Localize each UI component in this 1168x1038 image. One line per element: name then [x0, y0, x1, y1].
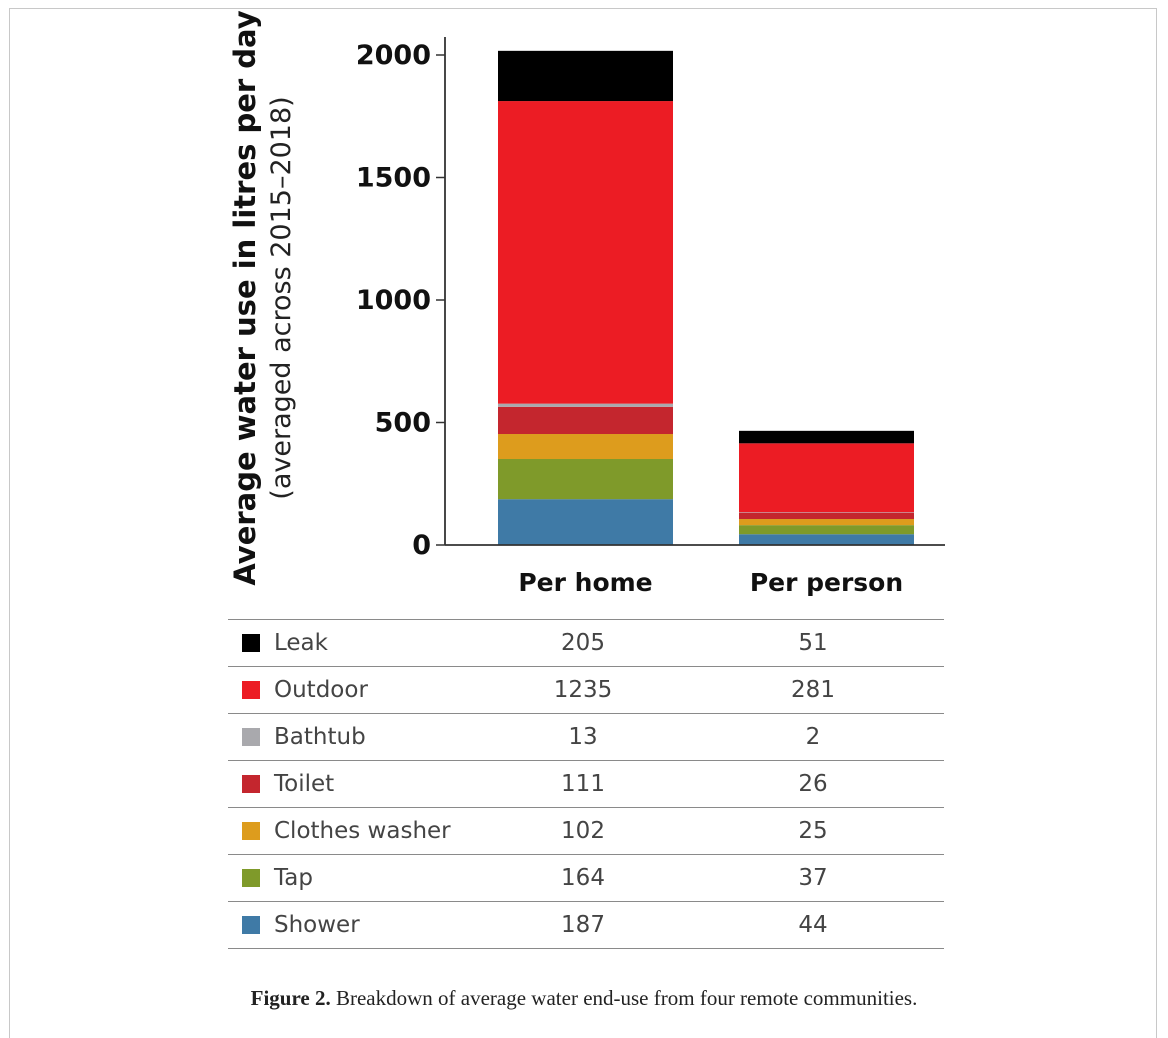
per-person-value: 51 — [748, 620, 878, 667]
series-name: Bathtub — [274, 724, 366, 750]
spacer-cell — [648, 761, 748, 808]
bar-segment-shower — [498, 499, 673, 545]
y-tick-label: 1000 — [356, 285, 431, 316]
per-person-value: 281 — [748, 667, 878, 714]
series-name: Toilet — [274, 771, 334, 797]
series-name: Tap — [274, 865, 313, 891]
x-tick-label: Per home — [518, 568, 652, 597]
legend-swatch — [242, 869, 260, 887]
bar-segment-leak — [739, 431, 914, 443]
legend-swatch — [242, 916, 260, 934]
caption-label: Figure 2. — [251, 986, 331, 1010]
series-name: Clothes washer — [274, 818, 451, 844]
legend-swatch — [242, 775, 260, 793]
trailing-cell — [878, 620, 944, 667]
series-name-cell: Shower — [228, 902, 518, 949]
per-home-value: 1235 — [518, 667, 648, 714]
series-name-cell: Leak — [228, 620, 518, 667]
spacer-cell — [648, 620, 748, 667]
per-person-value: 25 — [748, 808, 878, 855]
figure-caption: Figure 2. Breakdown of average water end… — [0, 986, 1168, 1011]
bar-segment-toilet — [739, 513, 914, 519]
per-home-value: 164 — [518, 855, 648, 902]
y-tick-label: 500 — [375, 408, 431, 439]
table-row: Leak 205 51 — [228, 620, 944, 667]
x-tick-label: Per person — [750, 568, 903, 597]
bars — [498, 51, 914, 545]
bar-segment-shower — [739, 534, 914, 545]
y-axis-label: Average water use in litres per day — [228, 10, 262, 585]
table-row: Bathtub 13 2 — [228, 714, 944, 761]
series-name-cell: Tap — [228, 855, 518, 902]
series-name-cell: Outdoor — [228, 667, 518, 714]
table-row: Outdoor 1235 281 — [228, 667, 944, 714]
trailing-cell — [878, 714, 944, 761]
per-home-value: 187 — [518, 902, 648, 949]
series-name-cell: Clothes washer — [228, 808, 518, 855]
bar-segment-tap — [739, 525, 914, 534]
spacer-cell — [648, 855, 748, 902]
per-person-value: 44 — [748, 902, 878, 949]
bar-segment-clothes-washer — [498, 434, 673, 459]
table-row: Clothes washer 102 25 — [228, 808, 944, 855]
caption-text: Breakdown of average water end-use from … — [331, 986, 918, 1010]
y-tick-label: 2000 — [356, 40, 431, 71]
bar-segment-outdoor — [739, 443, 914, 512]
per-home-value: 13 — [518, 714, 648, 761]
legend-swatch — [242, 681, 260, 699]
per-home-value: 111 — [518, 761, 648, 808]
series-name: Shower — [274, 912, 360, 938]
stacked-bar-chart: Average water use in litres per day (ave… — [0, 0, 1168, 615]
table-row: Tap 164 37 — [228, 855, 944, 902]
x-axis-labels: Per home Per person — [518, 568, 903, 597]
per-person-value: 2 — [748, 714, 878, 761]
per-home-value: 205 — [518, 620, 648, 667]
per-home-value: 102 — [518, 808, 648, 855]
series-name-cell: Toilet — [228, 761, 518, 808]
legend-swatch — [242, 728, 260, 746]
trailing-cell — [878, 808, 944, 855]
y-axis-ticks: 0 500 1000 1500 2000 — [356, 40, 445, 561]
spacer-cell — [648, 714, 748, 761]
trailing-cell — [878, 761, 944, 808]
bar-segment-outdoor — [498, 101, 673, 404]
legend-swatch — [242, 634, 260, 652]
trailing-cell — [878, 667, 944, 714]
legend-swatch — [242, 822, 260, 840]
series-name-cell: Bathtub — [228, 714, 518, 761]
per-person-value: 26 — [748, 761, 878, 808]
trailing-cell — [878, 855, 944, 902]
series-name: Outdoor — [274, 677, 368, 703]
table-row: Shower 187 44 — [228, 902, 944, 949]
per-person-value: 37 — [748, 855, 878, 902]
series-name: Leak — [274, 630, 328, 656]
table-row: Toilet 111 26 — [228, 761, 944, 808]
y-tick-label: 0 — [412, 530, 431, 561]
bar-segment-bathtub — [498, 404, 673, 407]
spacer-cell — [648, 808, 748, 855]
bar-segment-leak — [498, 51, 673, 101]
y-axis-label-group: Average water use in litres per day (ave… — [228, 10, 297, 585]
spacer-cell — [648, 902, 748, 949]
values-table: Leak 205 51 Outdoor 1235 281 Bathtub 13 2 Toilet 1… — [228, 619, 944, 949]
spacer-cell — [648, 667, 748, 714]
trailing-cell — [878, 902, 944, 949]
bar-segment-toilet — [498, 407, 673, 434]
y-axis-sublabel: (averaged across 2015–2018) — [266, 96, 297, 499]
y-tick-label: 1500 — [356, 163, 431, 194]
bar-segment-tap — [498, 459, 673, 499]
bar-segment-clothes-washer — [739, 519, 914, 525]
